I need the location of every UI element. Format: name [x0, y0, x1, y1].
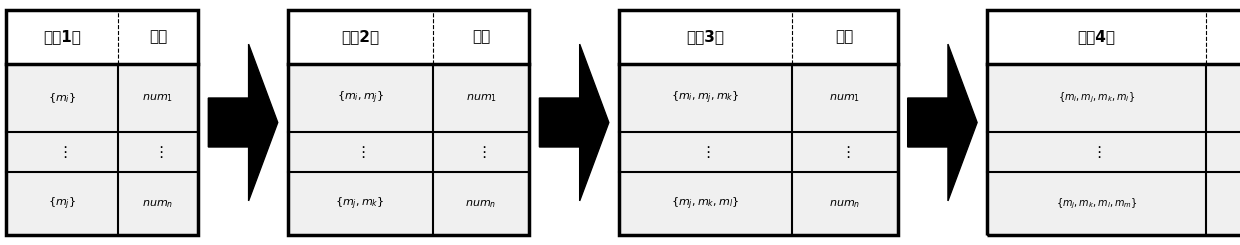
Bar — [987, 10, 1240, 235]
Bar — [987, 64, 1240, 132]
Text: $\{m_j,m_k\}$: $\{m_j,m_k\}$ — [336, 196, 384, 212]
Text: $\vdots$: $\vdots$ — [57, 144, 67, 160]
Polygon shape — [908, 44, 977, 201]
Text: 频数: 频数 — [472, 29, 490, 44]
Bar — [6, 10, 198, 64]
Text: $\{m_j,m_k,m_l\}$: $\{m_j,m_k,m_l\}$ — [671, 196, 739, 212]
Bar — [288, 10, 529, 64]
Bar — [619, 172, 898, 235]
Text: $\vdots$: $\vdots$ — [701, 144, 711, 160]
Text: $\vdots$: $\vdots$ — [153, 144, 164, 160]
Text: $num_1$: $num_1$ — [143, 92, 174, 104]
Text: 频礷1项: 频礷1项 — [43, 29, 81, 44]
Polygon shape — [208, 44, 278, 201]
Polygon shape — [539, 44, 609, 201]
Bar — [987, 10, 1240, 64]
Text: $\vdots$: $\vdots$ — [355, 144, 366, 160]
Text: 频数: 频数 — [149, 29, 167, 44]
Text: 频礷2项: 频礷2项 — [341, 29, 379, 44]
Text: $\{m_i,m_j,m_k\}$: $\{m_i,m_j,m_k\}$ — [671, 89, 739, 106]
Text: $\vdots$: $\vdots$ — [476, 144, 486, 160]
Bar — [987, 172, 1240, 235]
Text: $\{m_j\}$: $\{m_j\}$ — [48, 196, 76, 212]
Bar — [987, 132, 1240, 172]
Bar — [619, 10, 898, 235]
Text: 频礷3项: 频礷3项 — [686, 29, 724, 44]
Text: 频数: 频数 — [836, 29, 854, 44]
Bar — [619, 64, 898, 132]
Bar — [619, 10, 898, 64]
Text: $\vdots$: $\vdots$ — [839, 144, 849, 160]
Text: $\vdots$: $\vdots$ — [1091, 144, 1102, 160]
Bar — [6, 10, 198, 235]
Bar — [6, 64, 198, 132]
Bar — [619, 132, 898, 172]
Bar — [288, 10, 529, 235]
Text: $num_n$: $num_n$ — [465, 198, 497, 209]
Bar — [288, 172, 529, 235]
Text: $num_1$: $num_1$ — [465, 92, 497, 104]
Bar — [6, 132, 198, 172]
Text: $num_n$: $num_n$ — [830, 198, 861, 209]
Text: $\{m_i,m_j\}$: $\{m_i,m_j\}$ — [336, 89, 384, 106]
Bar — [288, 64, 529, 132]
Text: $\{m_i\}$: $\{m_i\}$ — [48, 91, 76, 105]
Bar — [288, 132, 529, 172]
Text: 频礷4项: 频礷4项 — [1078, 29, 1116, 44]
Text: $num_n$: $num_n$ — [143, 198, 174, 209]
Text: $num_1$: $num_1$ — [830, 92, 861, 104]
Text: $\{m_i,m_j,m_k,m_l\}$: $\{m_i,m_j,m_k,m_l\}$ — [1058, 90, 1135, 105]
Text: $\{m_j,m_k,m_l,m_m\}$: $\{m_j,m_k,m_l,m_m\}$ — [1055, 196, 1137, 211]
Bar — [6, 172, 198, 235]
